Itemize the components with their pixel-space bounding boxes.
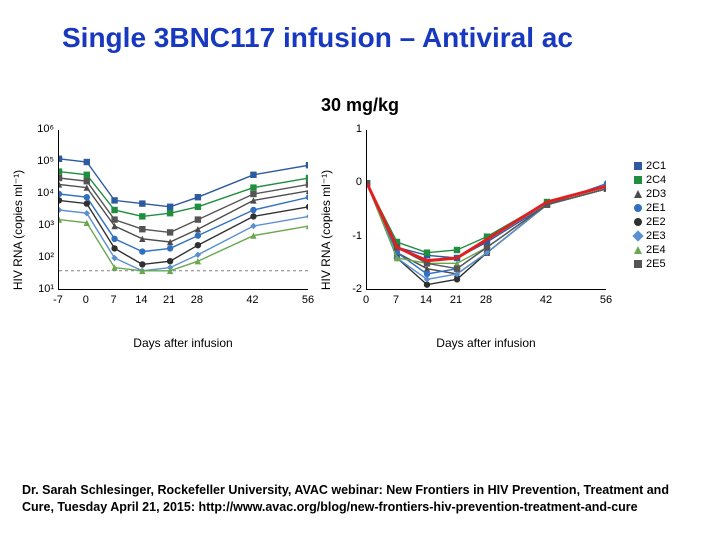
legend-label: 2C1	[646, 160, 666, 172]
legend-marker-icon	[634, 204, 642, 212]
xtick-label: 28	[480, 294, 492, 306]
charts-row: HIV RNA (copies ml⁻¹) 10¹10²10³10⁴10⁵10⁶…	[28, 130, 708, 340]
legend-item: 2E2	[634, 216, 694, 228]
xtick-label: 56	[302, 294, 314, 306]
xtick-label: 14	[135, 294, 147, 306]
page-title: Single 3BNC117 infusion – Antiviral ac	[62, 22, 573, 54]
xtick-label: 28	[191, 294, 203, 306]
ytick-label: -1	[336, 230, 362, 242]
ytick-label: 10⁵	[28, 155, 54, 167]
xtick-label: 14	[420, 294, 432, 306]
ytick-label: 1	[336, 123, 362, 135]
citation-text: Dr. Sarah Schlesinger, Rockefeller Unive…	[22, 482, 698, 516]
ytick-label: 10⁶	[28, 123, 54, 135]
legend-marker-icon	[632, 230, 643, 241]
legend-marker-icon	[634, 260, 642, 268]
ytick-label: 10⁴	[28, 187, 54, 199]
legend-marker-icon	[634, 162, 642, 170]
ytick-label: 10³	[28, 219, 54, 231]
xtick-label: 0	[83, 294, 89, 306]
legend-label: 2D3	[646, 188, 666, 200]
ytick-label: 10¹	[28, 283, 54, 295]
legend-label: 2C4	[646, 174, 666, 186]
left-chart	[58, 130, 308, 290]
left-ylabel: HIV RNA (copies ml⁻¹)	[11, 170, 25, 290]
xtick-label: -7	[53, 294, 63, 306]
legend-item: 2C4	[634, 174, 694, 186]
legend-item: 2E1	[634, 202, 694, 214]
right-xlabel: Days after infusion	[366, 336, 606, 350]
legend-item: 2E3	[634, 230, 694, 242]
legend-marker-icon	[634, 246, 642, 254]
xtick-label: 42	[540, 294, 552, 306]
right-ylabel: HIV RNA (copies ml⁻¹)	[319, 170, 333, 290]
ytick-label: -2	[336, 283, 362, 295]
left-xlabel: Days after infusion	[58, 336, 308, 350]
legend-label: 2E2	[646, 216, 666, 228]
legend-marker-icon	[634, 190, 642, 198]
xtick-label: 7	[393, 294, 399, 306]
xtick-label: 21	[450, 294, 462, 306]
legend-item: 2E5	[634, 258, 694, 270]
left-chart-panel: HIV RNA (copies ml⁻¹) 10¹10²10³10⁴10⁵10⁶…	[28, 130, 328, 330]
xtick-label: 7	[110, 294, 116, 306]
legend: 2C1 2C4 2D3 2E1 2E2 2E3 2E4 2E5	[634, 130, 694, 340]
ytick-label: 0	[336, 176, 362, 188]
right-chart-panel: HIV RNA (copies ml⁻¹) -2-101 07142128425…	[336, 130, 626, 330]
xtick-label: 0	[363, 294, 369, 306]
xtick-label: 21	[163, 294, 175, 306]
xtick-label: 56	[600, 294, 612, 306]
legend-item: 2E4	[634, 244, 694, 256]
legend-marker-icon	[634, 176, 642, 184]
dose-label: 30 mg/kg	[0, 95, 720, 116]
right-chart	[366, 130, 606, 290]
legend-marker-icon	[634, 218, 642, 226]
ytick-label: 10²	[28, 251, 54, 263]
legend-label: 2E5	[646, 258, 666, 270]
xtick-label: 42	[246, 294, 258, 306]
legend-label: 2E1	[646, 202, 666, 214]
legend-label: 2E3	[646, 230, 666, 242]
legend-label: 2E4	[646, 244, 666, 256]
legend-item: 2D3	[634, 188, 694, 200]
legend-item: 2C1	[634, 160, 694, 172]
